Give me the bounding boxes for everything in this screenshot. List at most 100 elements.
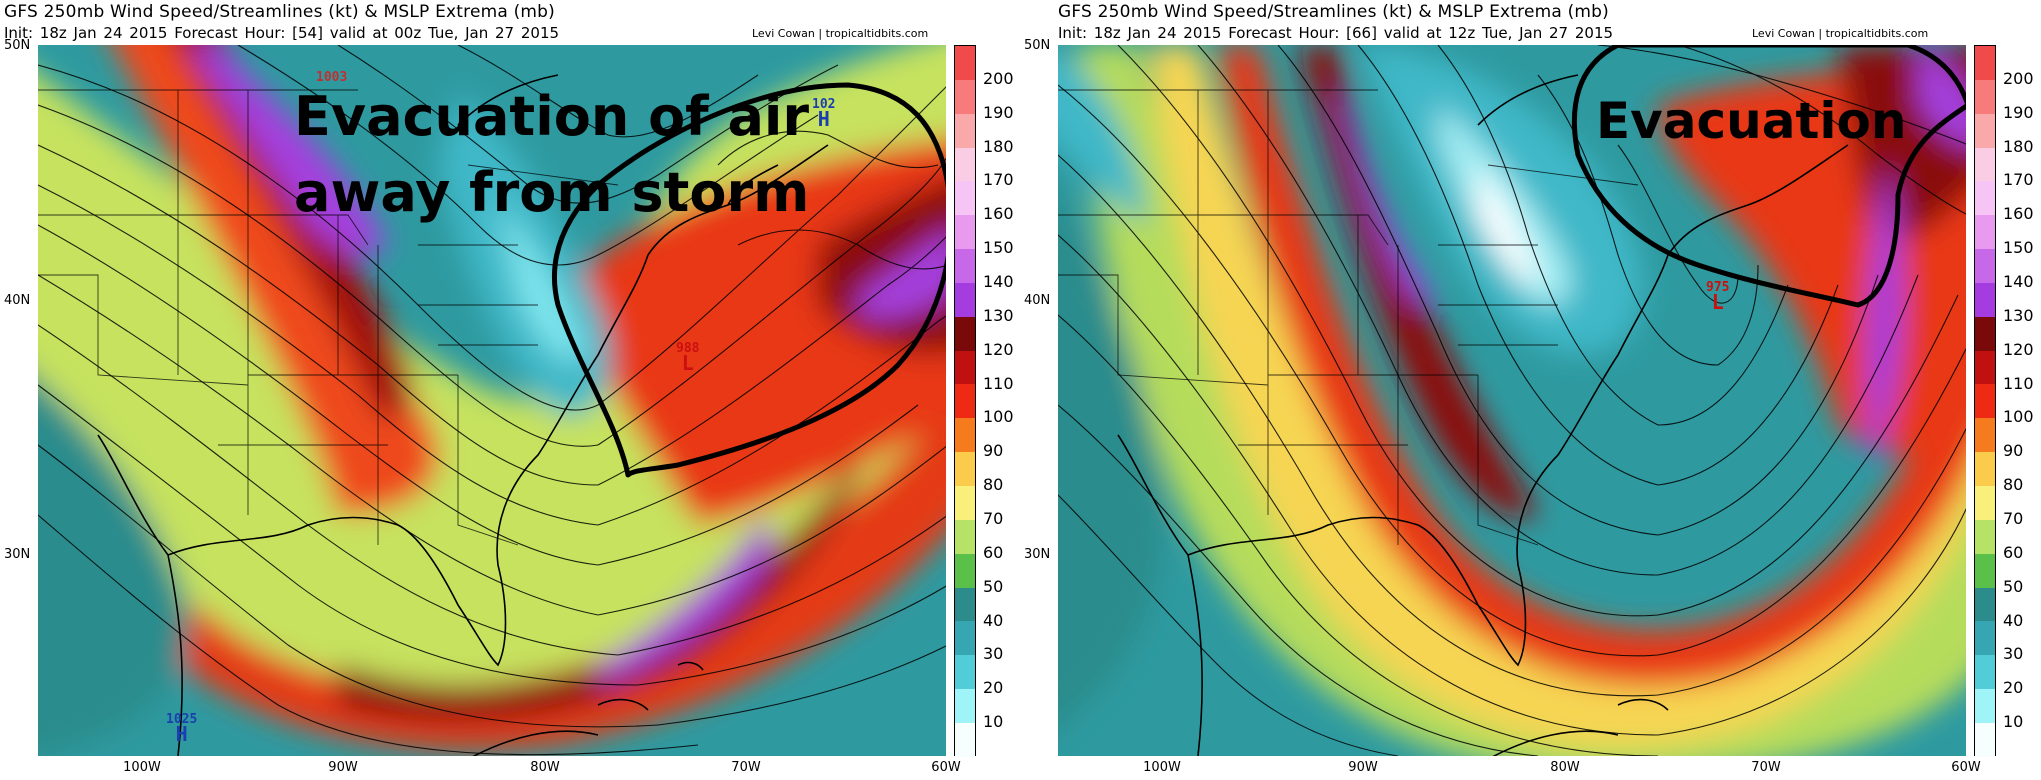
- left-panel: GFS 250mb Wind Speed/Streamlines (kt) & …: [0, 0, 1020, 780]
- colorbar-segment: [1975, 316, 1995, 351]
- colorbar-segment: [1975, 113, 1995, 148]
- colorbar-label: 80: [983, 475, 1004, 495]
- storm-outline-loop: [1571, 45, 1966, 308]
- colorbar-label: 90: [2003, 441, 2024, 461]
- colorbar-segment: [955, 621, 975, 656]
- lon-label-80w: 80W: [1550, 760, 1580, 775]
- colorbar-segment: [1975, 621, 1995, 656]
- colorbar-label: 200: [2003, 68, 2034, 88]
- lon-label-100w: 100W: [1143, 760, 1181, 775]
- panel-credit: Levi Cowan | tropicaltidbits.com: [1752, 27, 1929, 40]
- pressure-label-975: 975 L: [1706, 280, 1730, 314]
- colorbar-label: 10: [983, 712, 1004, 732]
- colorbar-segment: [1975, 553, 1995, 588]
- lat-label-40n: 40N: [1024, 293, 1051, 308]
- lat-label-30n: 30N: [1024, 547, 1051, 562]
- colorbar-segment: [955, 79, 975, 114]
- panel-title: GFS 250mb Wind Speed/Streamlines (kt) & …: [4, 2, 556, 22]
- colorbar-segment: [1975, 249, 1995, 283]
- colorbar-segment: [1975, 452, 1995, 486]
- colorbar-label: 140: [983, 272, 1014, 291]
- colorbar-label: 160: [983, 204, 1014, 224]
- colorbar-label: 20: [2003, 678, 2024, 698]
- lat-label-50n: 50N: [1024, 38, 1051, 53]
- colorbar-segment: [1975, 722, 1995, 757]
- colorbar-label: 10: [2003, 712, 2024, 732]
- lon-label-70w: 70W: [1751, 760, 1781, 775]
- colorbar-segment: [955, 519, 975, 554]
- lon-label-90w: 90W: [1348, 760, 1378, 775]
- colorbar-label: 70: [983, 509, 1004, 528]
- lon-label-60w: 60W: [931, 760, 961, 775]
- colorbar-label: 30: [983, 644, 1004, 664]
- colorbar-segment: [955, 350, 975, 385]
- colorbar-segment: [1975, 215, 1995, 250]
- colorbar-segment: [955, 384, 975, 419]
- panel-title: GFS 250mb Wind Speed/Streamlines (kt) & …: [1058, 2, 1610, 22]
- colorbar-segment: [1975, 147, 1995, 182]
- colorbar-label: 150: [2003, 238, 2034, 258]
- colorbar-label: 60: [2003, 542, 2024, 562]
- colorbar-label: 200: [983, 68, 1014, 88]
- colorbar-label: 50: [983, 576, 1004, 596]
- colorbar-label: 120: [2003, 339, 2034, 359]
- panel-subline: Init: 18z Jan 24 2015 Forecast Hour: [54…: [4, 24, 560, 42]
- colorbar-segment: [955, 689, 975, 723]
- lon-label-70w: 70W: [731, 760, 761, 775]
- colorbar-label: 170: [983, 170, 1014, 190]
- colorbar: [1974, 45, 1996, 757]
- annotation-text-line2: away from storm: [294, 161, 810, 224]
- colorbar-label: 120: [983, 339, 1014, 359]
- colorbar-segment: [955, 113, 975, 148]
- colorbar-label: 110: [2003, 373, 2034, 393]
- panel-subline: Init: 18z Jan 24 2015 Forecast Hour: [66…: [1058, 24, 1614, 42]
- colorbar-segment: [955, 181, 975, 216]
- colorbar-label: 90: [983, 441, 1004, 461]
- colorbar-segment: [1975, 181, 1995, 216]
- pressure-label-1025: 1025 H: [166, 712, 198, 746]
- lat-label-40n: 40N: [4, 293, 31, 308]
- colorbar-segment: [955, 46, 975, 80]
- colorbar-label: 20: [983, 678, 1004, 698]
- colorbar-label: 180: [983, 136, 1014, 156]
- colorbar-label: 40: [2003, 610, 2024, 630]
- lon-label-80w: 80W: [530, 760, 560, 775]
- panel-credit: Levi Cowan | tropicaltidbits.com: [752, 27, 929, 40]
- colorbar-segment: [1975, 418, 1995, 453]
- colorbar-segment: [955, 485, 975, 520]
- colorbar-label: 30: [2003, 644, 2024, 664]
- colorbar-label: 160: [2003, 204, 2034, 224]
- pressure-label-988: 988 L: [676, 341, 700, 375]
- pressure-label-1003: 1003: [316, 70, 348, 85]
- colorbar-segment: [1975, 46, 1995, 80]
- colorbar-segment: [955, 587, 975, 622]
- colorbar-segment: [955, 553, 975, 588]
- colorbar-label: 130: [2003, 305, 2034, 325]
- colorbar-segment: [955, 249, 975, 283]
- storm-outline-loop: [551, 82, 946, 478]
- annotation-text: Evacuation: [1596, 92, 1907, 150]
- lon-label-60w: 60W: [1951, 760, 1981, 775]
- colorbar-segment: [955, 316, 975, 351]
- colorbar-label: 110: [983, 373, 1014, 393]
- colorbar-segment: [1975, 282, 1995, 317]
- colorbar-segment: [1975, 79, 1995, 114]
- colorbar-label: 40: [983, 610, 1004, 630]
- colorbar-segment: [1975, 350, 1995, 385]
- colorbar-label: 170: [2003, 170, 2034, 190]
- colorbar-label: 100: [983, 407, 1014, 427]
- pressure-label-102: 102 H: [812, 97, 836, 131]
- lat-label-50n: 50N: [4, 38, 31, 53]
- colorbar-segment: [955, 282, 975, 317]
- colorbar-label: 140: [2003, 272, 2034, 291]
- lat-label-30n: 30N: [4, 547, 31, 562]
- colorbar-segment: [1975, 485, 1995, 520]
- colorbar-segment: [1975, 384, 1995, 419]
- lon-label-90w: 90W: [328, 760, 358, 775]
- colorbar: [954, 45, 976, 757]
- lon-label-100w: 100W: [123, 760, 161, 775]
- colorbar-segment: [1975, 655, 1995, 690]
- colorbar-label: 190: [2003, 102, 2034, 122]
- colorbar-label: 180: [2003, 136, 2034, 156]
- colorbar-segment: [1975, 689, 1995, 723]
